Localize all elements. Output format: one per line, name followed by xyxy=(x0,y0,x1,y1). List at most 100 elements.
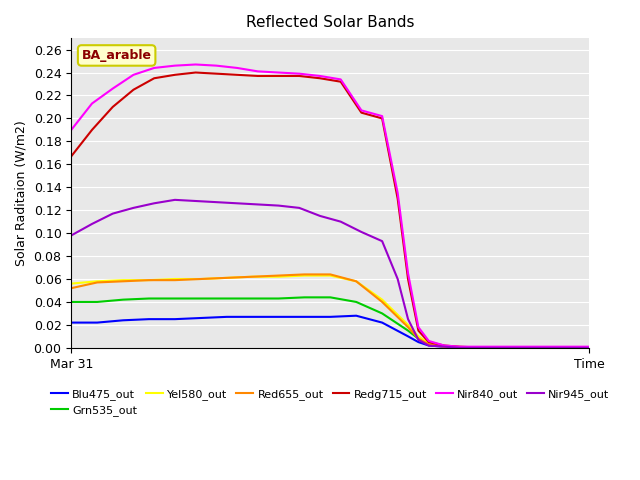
Grn535_out xyxy=(249,296,257,301)
Nir945_out xyxy=(254,202,262,207)
Grn535_out xyxy=(197,296,205,301)
Yel580_out xyxy=(404,322,412,328)
Nir840_out xyxy=(586,344,593,349)
Nir840_out xyxy=(67,127,75,133)
Nir840_out xyxy=(404,270,412,276)
Redg715_out xyxy=(150,75,158,81)
Redg715_out xyxy=(212,71,220,76)
Grn535_out xyxy=(301,294,308,300)
Grn535_out xyxy=(425,341,433,347)
Nir840_out xyxy=(212,63,220,69)
Yel580_out xyxy=(456,345,464,351)
Nir840_out xyxy=(254,69,262,74)
Nir840_out xyxy=(192,61,200,67)
Redg715_out xyxy=(394,196,401,202)
Line: Nir945_out: Nir945_out xyxy=(71,200,589,348)
Yel580_out xyxy=(249,274,257,279)
Redg715_out xyxy=(233,72,241,78)
Blu475_out xyxy=(197,315,205,321)
Nir840_out xyxy=(358,108,365,113)
Nir840_out xyxy=(275,70,282,75)
Yel580_out xyxy=(378,297,386,302)
Redg715_out xyxy=(88,127,96,133)
Blu475_out xyxy=(404,334,412,339)
Nir945_out xyxy=(456,345,464,351)
Nir945_out xyxy=(440,344,448,349)
Nir945_out xyxy=(275,203,282,208)
Yel580_out xyxy=(586,345,593,351)
Blu475_out xyxy=(456,345,464,351)
Yel580_out xyxy=(223,275,230,281)
Red655_out xyxy=(223,275,230,281)
Blu475_out xyxy=(275,314,282,320)
Red655_out xyxy=(249,274,257,279)
Redg715_out xyxy=(67,154,75,159)
Nir840_out xyxy=(316,73,324,79)
Blu475_out xyxy=(301,314,308,320)
Nir945_out xyxy=(586,345,593,351)
Grn535_out xyxy=(378,311,386,316)
Blu475_out xyxy=(145,316,153,322)
Redg715_out xyxy=(456,344,464,349)
Grn535_out xyxy=(326,294,334,300)
Yel580_out xyxy=(93,278,101,284)
Nir945_out xyxy=(316,213,324,219)
Grn535_out xyxy=(67,299,75,305)
Red655_out xyxy=(586,345,593,351)
Nir840_out xyxy=(233,65,241,71)
Yel580_out xyxy=(440,344,448,349)
Red655_out xyxy=(482,345,490,351)
Nir945_out xyxy=(394,276,401,282)
Grn535_out xyxy=(171,296,179,301)
Yel580_out xyxy=(353,278,360,284)
Redg715_out xyxy=(109,104,116,110)
Yel580_out xyxy=(197,276,205,282)
Nir945_out xyxy=(482,345,490,351)
Nir840_out xyxy=(394,190,401,196)
Redg715_out xyxy=(425,339,433,345)
Nir945_out xyxy=(192,198,200,204)
Nir840_out xyxy=(150,65,158,71)
Blu475_out xyxy=(415,339,422,345)
Red655_out xyxy=(119,278,127,284)
Grn535_out xyxy=(586,345,593,351)
Red655_out xyxy=(456,345,464,351)
Redg715_out xyxy=(415,328,422,334)
Yel580_out xyxy=(425,340,433,346)
Blu475_out xyxy=(425,343,433,348)
Red655_out xyxy=(93,279,101,285)
Redg715_out xyxy=(586,345,593,351)
Nir840_out xyxy=(440,343,448,348)
Legend: Blu475_out, Grn535_out, Yel580_out, Red655_out, Redg715_out, Nir840_out, Nir945_: Blu475_out, Grn535_out, Yel580_out, Red6… xyxy=(47,384,614,420)
Redg715_out xyxy=(171,72,179,78)
Red655_out xyxy=(326,272,334,277)
Red655_out xyxy=(197,276,205,282)
Nir840_out xyxy=(378,113,386,119)
Blu475_out xyxy=(223,314,230,320)
Grn535_out xyxy=(93,299,101,305)
Line: Redg715_out: Redg715_out xyxy=(71,72,589,348)
Red655_out xyxy=(171,277,179,283)
Blu475_out xyxy=(440,344,448,349)
Blu475_out xyxy=(93,320,101,325)
Nir945_out xyxy=(212,199,220,205)
Nir840_out xyxy=(337,76,344,82)
Red655_out xyxy=(415,336,422,342)
Nir945_out xyxy=(358,229,365,235)
Redg715_out xyxy=(337,79,344,84)
Y-axis label: Solar Raditaion (W/m2): Solar Raditaion (W/m2) xyxy=(15,120,28,266)
Nir840_out xyxy=(456,344,464,349)
Grn535_out xyxy=(353,299,360,305)
Nir945_out xyxy=(415,337,422,343)
Yel580_out xyxy=(326,273,334,278)
Nir945_out xyxy=(296,205,303,211)
Nir945_out xyxy=(378,238,386,244)
Blu475_out xyxy=(378,320,386,325)
Text: BA_arable: BA_arable xyxy=(82,49,152,62)
Line: Red655_out: Red655_out xyxy=(71,275,589,348)
Nir945_out xyxy=(425,343,433,348)
Grn535_out xyxy=(404,328,412,334)
Nir945_out xyxy=(67,232,75,238)
Red655_out xyxy=(378,299,386,305)
Nir945_out xyxy=(88,221,96,227)
